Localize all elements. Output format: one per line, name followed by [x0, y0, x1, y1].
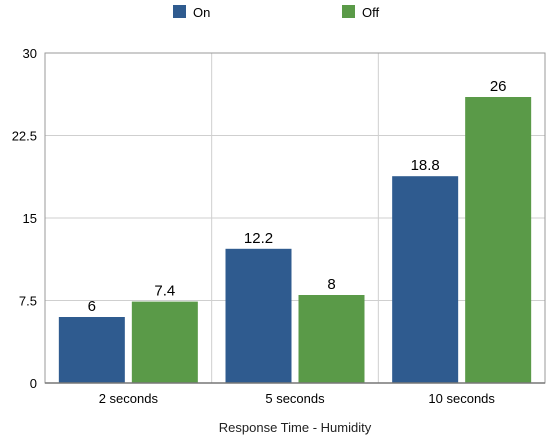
- bars: [58, 97, 532, 383]
- legend-swatch-off: [342, 5, 355, 18]
- legend: On Off: [173, 5, 379, 20]
- data-label-on-0: 6: [88, 298, 96, 315]
- x-tick-label-2: 10 seconds: [428, 391, 495, 406]
- bar-off-2: [465, 97, 532, 383]
- x-axis-ticks: 2 seconds 5 seconds 10 seconds: [99, 391, 496, 406]
- y-tick-label-4: 30: [23, 46, 37, 61]
- data-label-off-2: 26: [490, 78, 507, 95]
- data-labels: 6 7.4 12.2 8 18.8 26: [88, 78, 507, 315]
- y-tick-label-0: 0: [30, 376, 37, 391]
- y-tick-label-3: 22.5: [12, 129, 37, 144]
- bar-on-1: [225, 248, 292, 383]
- bar-on-2: [392, 176, 459, 383]
- bar-off-1: [298, 295, 365, 383]
- x-axis-title: Response Time - Humidity: [219, 420, 372, 435]
- x-tick-label-1: 5 seconds: [265, 391, 325, 406]
- bar-on-0: [58, 317, 125, 383]
- y-tick-label-2: 15: [23, 211, 37, 226]
- legend-swatch-on: [173, 5, 186, 18]
- grid: [45, 53, 545, 383]
- x-tick-label-0: 2 seconds: [99, 391, 159, 406]
- y-axis-ticks: 0 7.5 15 22.5 30: [12, 46, 37, 391]
- data-label-off-0: 7.4: [154, 283, 175, 300]
- legend-label-off: Off: [362, 5, 379, 20]
- bar-off-0: [131, 301, 198, 383]
- data-label-off-1: 8: [327, 276, 335, 293]
- plot-frame: [44, 52, 546, 384]
- data-label-on-2: 18.8: [411, 157, 440, 174]
- y-tick-label-1: 7.5: [19, 294, 37, 309]
- data-label-on-1: 12.2: [244, 230, 273, 247]
- legend-label-on: On: [193, 5, 210, 20]
